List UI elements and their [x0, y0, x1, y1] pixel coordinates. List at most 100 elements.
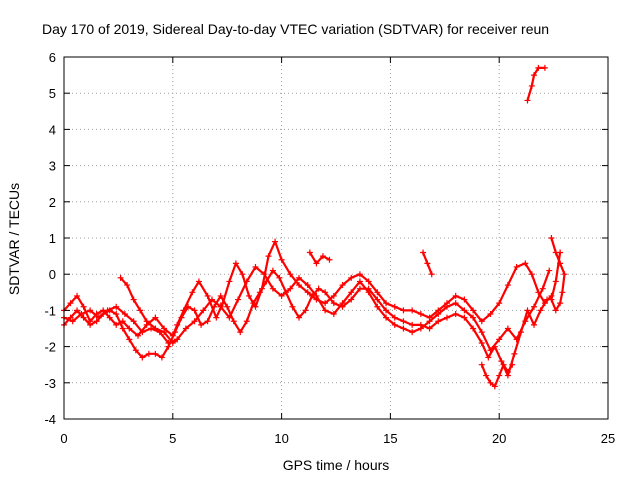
series-line: [308, 251, 331, 265]
series-segment-2.5h: [117, 274, 181, 346]
data-point-marker: [130, 296, 137, 303]
data-point-marker: [95, 314, 102, 321]
data-point-marker: [289, 303, 296, 310]
data-point-marker: [87, 321, 94, 328]
data-point-marker: [391, 314, 398, 321]
data-point-marker: [485, 354, 492, 361]
data-point-marker: [522, 318, 529, 325]
data-point-marker: [211, 303, 218, 310]
data-point-marker: [261, 271, 268, 278]
data-point-marker: [461, 296, 468, 303]
x-tick-label: 25: [601, 431, 615, 446]
data-point-marker: [452, 292, 459, 299]
data-point-marker: [117, 274, 124, 281]
data-point-marker: [132, 347, 139, 354]
data-point-marker: [145, 350, 152, 357]
data-point-marker: [265, 253, 272, 260]
data-point-marker: [559, 289, 566, 296]
data-point-marker: [470, 307, 477, 314]
data-point-marker: [500, 361, 507, 368]
y-tick-label: 2: [49, 195, 56, 210]
data-point-marker: [252, 303, 259, 310]
data-point-marker: [191, 307, 198, 314]
data-point-marker: [296, 282, 303, 289]
series-line: [526, 66, 546, 102]
data-point-marker: [426, 325, 433, 332]
series-segment-12h: [306, 249, 333, 267]
data-point-marker: [557, 300, 564, 307]
data-point-marker: [178, 314, 185, 321]
data-point-marker: [383, 307, 390, 314]
data-point-marker: [113, 311, 120, 318]
data-point-marker: [278, 256, 285, 263]
data-point-marker: [124, 282, 131, 289]
data-point-marker: [531, 303, 538, 310]
data-point-marker: [130, 318, 137, 325]
data-point-marker: [443, 314, 450, 321]
data-point-marker: [93, 318, 100, 325]
data-point-marker: [330, 311, 337, 318]
data-point-marker: [322, 300, 329, 307]
data-point-marker: [87, 307, 94, 314]
data-point-marker: [513, 336, 520, 343]
data-point-marker: [158, 354, 165, 361]
grid: [64, 57, 608, 419]
data-point-marker: [195, 278, 202, 285]
data-point-marker: [391, 303, 398, 310]
data-point-marker: [126, 325, 133, 332]
data-point-marker: [528, 271, 535, 278]
data-point-marker: [189, 289, 196, 296]
x-tick-label: 5: [169, 431, 176, 446]
data-point-marker: [245, 292, 252, 299]
data-point-marker: [185, 303, 192, 310]
data-point-marker: [152, 350, 159, 357]
data-point-marker: [121, 311, 128, 318]
data-point-marker: [80, 314, 87, 321]
data-point-marker: [287, 271, 294, 278]
data-point-marker: [435, 311, 442, 318]
data-point-marker: [139, 329, 146, 336]
data-point-marker: [74, 292, 81, 299]
data-point-marker: [226, 278, 233, 285]
data-point-marker: [287, 285, 294, 292]
series-segment-16.5h: [420, 249, 435, 278]
data-point-marker: [524, 97, 531, 104]
data-point-marker: [400, 307, 407, 314]
data-point-marker: [250, 300, 257, 307]
data-point-marker: [237, 329, 244, 336]
data-point-marker: [374, 303, 381, 310]
y-tick-label: 5: [49, 86, 56, 101]
data-point-marker: [561, 271, 568, 278]
data-point-marker: [496, 336, 503, 343]
y-tick-label: 4: [49, 122, 56, 137]
data-point-marker: [272, 238, 279, 245]
data-point-marker: [435, 318, 442, 325]
x-tick-label: 10: [274, 431, 288, 446]
data-point-marker: [452, 300, 459, 307]
data-point-marker: [119, 318, 126, 325]
y-tick-label: -4: [44, 412, 56, 427]
data-point-marker: [528, 82, 535, 89]
data-point-marker: [461, 307, 468, 314]
data-point-marker: [276, 274, 283, 281]
data-point-marker: [557, 260, 564, 267]
data-point-marker: [208, 296, 215, 303]
data-point-marker: [400, 318, 407, 325]
data-point-marker: [552, 278, 559, 285]
data-point-marker: [546, 267, 553, 274]
series-line: [62, 269, 549, 377]
data-point-marker: [443, 303, 450, 310]
data-point-marker: [191, 318, 198, 325]
data-point-marker: [252, 263, 259, 270]
data-point-marker: [182, 325, 189, 332]
data-point-marker: [417, 311, 424, 318]
data-point-marker: [143, 318, 150, 325]
data-point-marker: [491, 383, 498, 390]
data-point-marker: [139, 354, 146, 361]
data-point-marker: [256, 289, 263, 296]
series-line: [550, 236, 566, 312]
data-point-marker: [498, 358, 505, 365]
data-point-marker: [322, 289, 329, 296]
data-point-marker: [330, 300, 337, 307]
axis-ticks: 0 5 10 15 20 25 -4 -3 -2 -1 0 1 2 3 4 5 6: [44, 50, 615, 446]
